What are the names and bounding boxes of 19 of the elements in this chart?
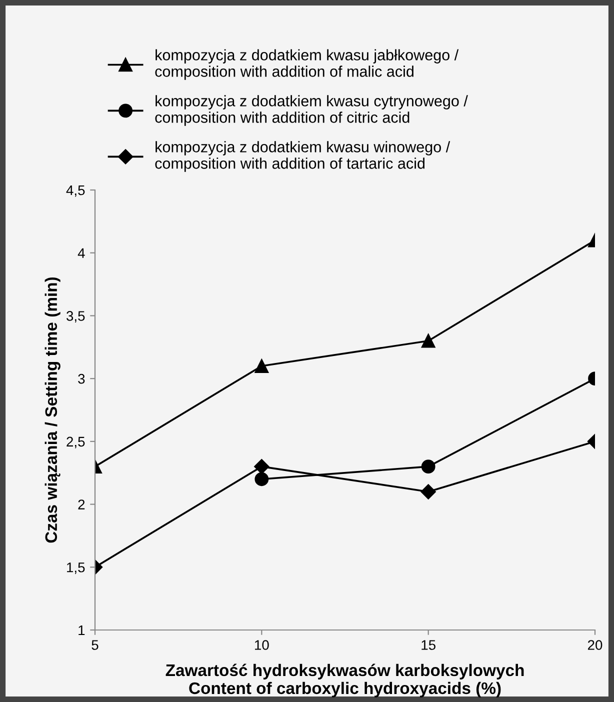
point — [421, 460, 436, 474]
x-tick-label: 20 — [588, 640, 602, 650]
legend-label: kompozycja z dodatkiem kwasu cytrynowego / composition with addition of citric acid — [155, 95, 468, 126]
y-tick-label: 4,5 — [66, 185, 85, 197]
legend-label: kompozycja z dodatkiem kwasu winowego / composition with addition of tartaric acid — [155, 141, 450, 172]
point — [254, 472, 269, 486]
y-tick-label: 2 — [78, 500, 85, 510]
x-tick-label: 10 — [255, 640, 269, 650]
legend-label: kompozycja z dodatkiem kwasu jabłkowego / composition with addition of malic acid — [155, 49, 459, 80]
y-axis-title: Czas wiązania / Setting time (min) — [44, 277, 60, 543]
y-tick-label: 1 — [78, 625, 85, 636]
x-axis-title: Zawartość hydroksykwasów karboksylowych Content of carboxylic hydroxyacids (%) — [166, 664, 524, 698]
y-tick-label: 2,5 — [66, 436, 85, 448]
y-tick-label: 3 — [78, 374, 85, 384]
x-tick-label: 5 — [92, 640, 98, 650]
x-tick-label: 15 — [422, 640, 436, 650]
y-tick-label: 3,5 — [66, 311, 85, 323]
y-tick-label: 4 — [78, 248, 85, 258]
y-tick-label: 1,5 — [67, 562, 85, 574]
